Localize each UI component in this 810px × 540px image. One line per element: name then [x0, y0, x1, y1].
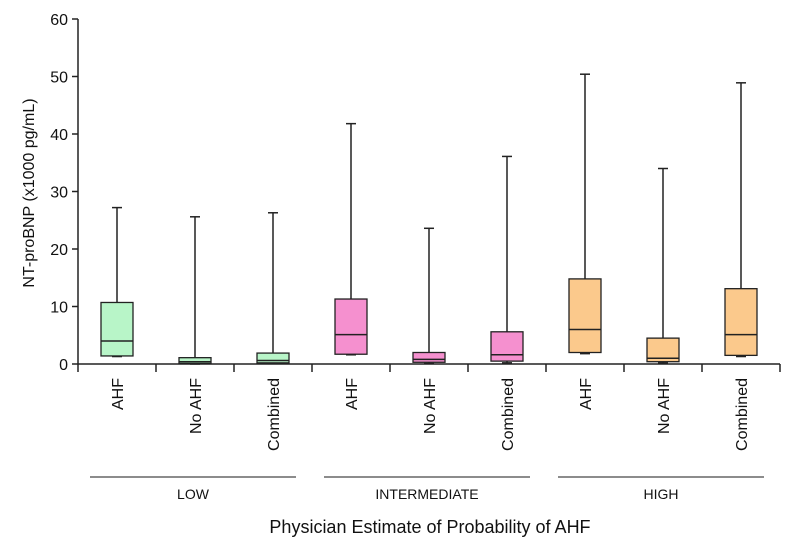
- y-axis-title: NT-proBNP (x1000 pg/mL): [21, 98, 38, 287]
- box-intermediate-combined: [490, 155, 524, 364]
- iqr-box: [100, 301, 134, 357]
- iqr-box: [256, 352, 290, 364]
- x-category-label: Combined: [734, 378, 751, 451]
- y-tick-label: 30: [50, 185, 68, 202]
- x-category-label: No AHF: [188, 378, 205, 434]
- y-tick-label: 50: [50, 70, 68, 87]
- y-tick-label: 60: [50, 12, 68, 29]
- iqr-box: [646, 337, 680, 363]
- x-category-label: AHF: [344, 378, 361, 410]
- iqr-box: [724, 288, 758, 357]
- iqr-box: [490, 331, 524, 362]
- group-labels: LOW INTERMEDIATE HIGH: [90, 476, 764, 502]
- y-tick-label: 10: [50, 300, 68, 317]
- box-low-ahf: [100, 206, 134, 358]
- iqr-box: [568, 278, 602, 354]
- iqr-box: [412, 351, 446, 363]
- x-category-label: AHF: [578, 378, 595, 410]
- y-tick-label: 40: [50, 127, 68, 144]
- boxes: [100, 73, 758, 365]
- box-high-no-ahf: [646, 167, 680, 364]
- group-label: INTERMEDIATE: [375, 486, 478, 502]
- box-high-combined: [724, 82, 758, 358]
- x-category-label: No AHF: [656, 378, 673, 434]
- iqr-box: [334, 298, 368, 355]
- group-label: HIGH: [644, 486, 679, 502]
- x-category-label: No AHF: [422, 378, 439, 434]
- iqr-box: [178, 357, 212, 365]
- x-category-label: AHF: [110, 378, 127, 410]
- box-high-ahf: [568, 73, 602, 355]
- box-low-combined: [256, 212, 290, 365]
- x-category-label: Combined: [266, 378, 283, 451]
- y-axis: 0 10 20 30 40 50 60: [50, 12, 79, 374]
- y-tick-label: 0: [59, 357, 68, 374]
- box-intermediate-ahf: [334, 122, 368, 356]
- box-low-no-ahf: [178, 216, 212, 365]
- box-intermediate-no-ahf: [412, 227, 446, 365]
- x-axis: AHF No AHF Combined AHF No AHF Combined AHF No …: [77, 363, 781, 451]
- x-axis-title: Physician Estimate of Probability of AHF: [269, 517, 590, 537]
- x-category-label: Combined: [500, 378, 517, 451]
- group-label: LOW: [177, 486, 210, 502]
- y-tick-label: 20: [50, 242, 68, 259]
